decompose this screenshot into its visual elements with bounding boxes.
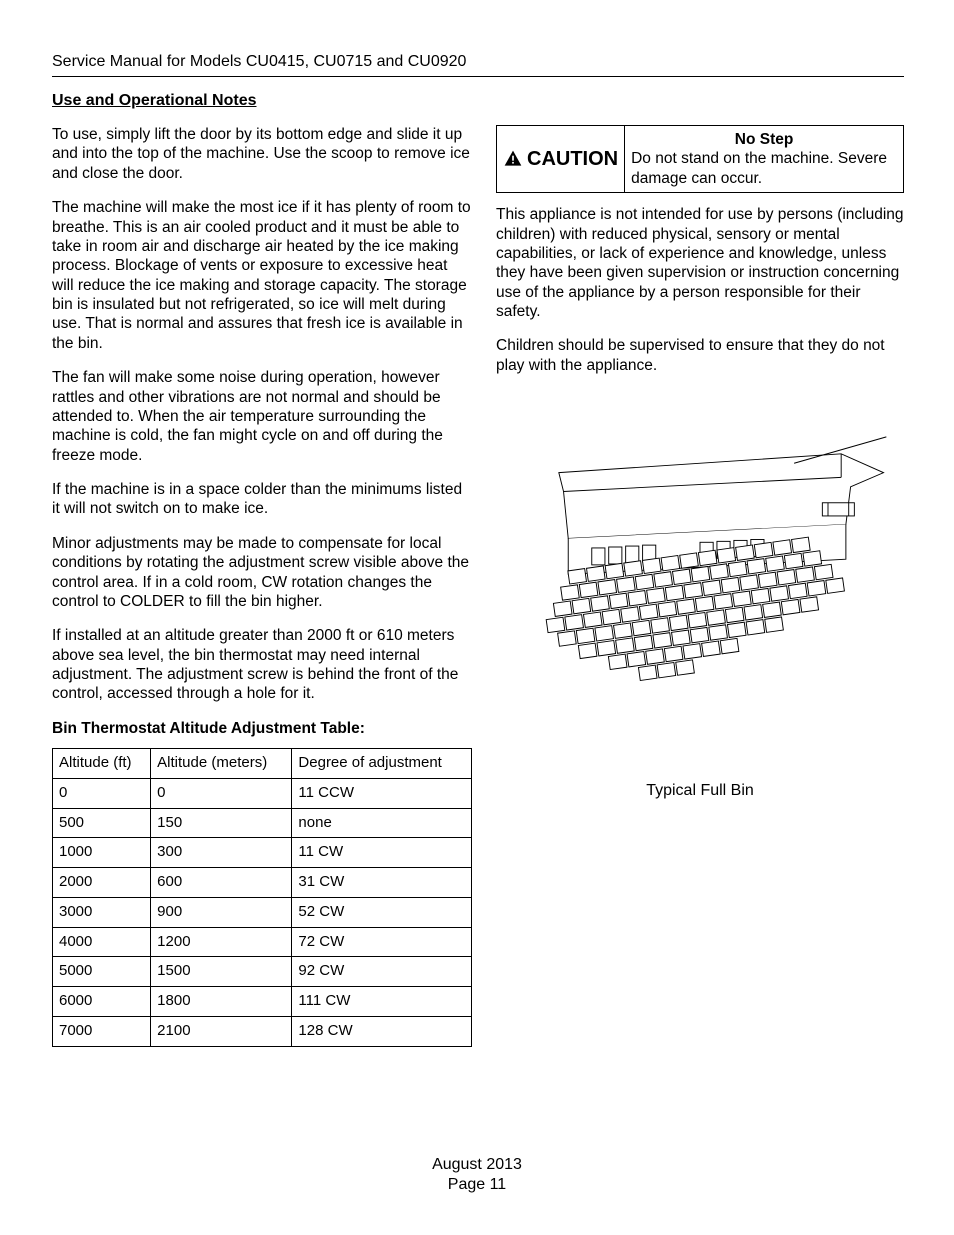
cell: 1000 (53, 838, 151, 868)
cell: 92 CW (292, 957, 472, 987)
body-paragraph: The fan will make some noise during oper… (52, 368, 472, 465)
caution-text-cell: No Step Do not stand on the machine. Sev… (625, 126, 903, 192)
warning-triangle-icon (503, 149, 523, 169)
caution-body: Do not stand on the machine. Severe dama… (631, 149, 897, 188)
cell: 31 CW (292, 868, 472, 898)
table-row: 100030011 CW (53, 838, 472, 868)
body-paragraph: This appliance is not intended for use b… (496, 205, 904, 321)
caution-heading: No Step (631, 130, 897, 149)
table-row: 70002100128 CW (53, 1016, 472, 1046)
cell: 1200 (151, 927, 292, 957)
body-paragraph: If installed at an altitude greater than… (52, 626, 472, 704)
cell: 150 (151, 808, 292, 838)
cell: 6000 (53, 987, 151, 1017)
table-row: 300090052 CW (53, 897, 472, 927)
two-column-layout: To use, simply lift the door by its bott… (52, 125, 904, 1047)
manual-header: Service Manual for Models CU0415, CU0715… (52, 52, 904, 77)
cell: 5000 (53, 957, 151, 987)
cell: 4000 (53, 927, 151, 957)
altitude-adjustment-table: Altitude (ft) Altitude (meters) Degree o… (52, 748, 472, 1047)
cell: 500 (53, 808, 151, 838)
column-header: Degree of adjustment (292, 749, 472, 779)
cell: 600 (151, 868, 292, 898)
cell: 11 CCW (292, 778, 472, 808)
column-header: Altitude (meters) (151, 749, 292, 779)
cell: 1500 (151, 957, 292, 987)
cell: 1800 (151, 987, 292, 1017)
caution-box: CAUTION No Step Do not stand on the mach… (496, 125, 904, 193)
left-column: To use, simply lift the door by its bott… (52, 125, 472, 1047)
cell: 128 CW (292, 1016, 472, 1046)
table-row: 200060031 CW (53, 868, 472, 898)
cell: 2000 (53, 868, 151, 898)
cell: 3000 (53, 897, 151, 927)
body-paragraph: The machine will make the most ice if it… (52, 198, 472, 353)
cell: 0 (53, 778, 151, 808)
footer-page: Page 11 (0, 1175, 954, 1195)
cell: 900 (151, 897, 292, 927)
cell: 2100 (151, 1016, 292, 1046)
table-row: 5000150092 CW (53, 957, 472, 987)
cell: 0 (151, 778, 292, 808)
body-paragraph: Children should be supervised to ensure … (496, 336, 904, 375)
ice-bin-illustration (510, 435, 890, 755)
cell: 300 (151, 838, 292, 868)
table-row: 0011 CCW (53, 778, 472, 808)
table-row: 60001800111 CW (53, 987, 472, 1017)
caution-label: CAUTION (527, 147, 618, 172)
cell: 52 CW (292, 897, 472, 927)
body-paragraph: If the machine is in a space colder than… (52, 480, 472, 519)
column-header: Altitude (ft) (53, 749, 151, 779)
table-row: 4000120072 CW (53, 927, 472, 957)
cell: none (292, 808, 472, 838)
table-row: 500150none (53, 808, 472, 838)
table-title: Bin Thermostat Altitude Adjustment Table… (52, 719, 472, 738)
table-header-row: Altitude (ft) Altitude (meters) Degree o… (53, 749, 472, 779)
cell: 72 CW (292, 927, 472, 957)
cell: 11 CW (292, 838, 472, 868)
figure-caption: Typical Full Bin (496, 781, 904, 801)
caution-label-cell: CAUTION (497, 126, 625, 192)
page-footer: August 2013 Page 11 (0, 1155, 954, 1195)
figure-full-bin: Typical Full Bin (496, 435, 904, 800)
section-title: Use and Operational Notes (52, 91, 904, 111)
cell: 111 CW (292, 987, 472, 1017)
footer-date: August 2013 (0, 1155, 954, 1175)
body-paragraph: To use, simply lift the door by its bott… (52, 125, 472, 183)
right-column: CAUTION No Step Do not stand on the mach… (496, 125, 904, 1047)
cell: 7000 (53, 1016, 151, 1046)
body-paragraph: Minor adjustments may be made to compens… (52, 534, 472, 612)
